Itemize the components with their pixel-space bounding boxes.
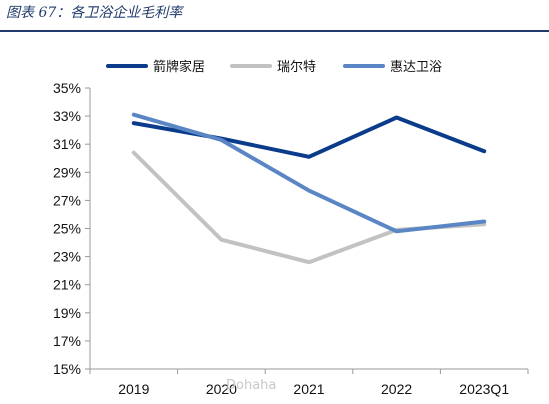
figure-title: 图表 67：各卫浴企业毛利率 xyxy=(6,5,183,21)
x-axis: 2019 2020 2021 2022 2023Q1 xyxy=(89,368,529,397)
x-tick-label: 2021 xyxy=(293,381,324,397)
y-tick-label: 15% xyxy=(53,361,81,377)
series-line-3 xyxy=(131,112,487,234)
title-divider xyxy=(0,30,549,32)
y-tick-label: 33% xyxy=(53,108,81,124)
y-tick-label: 25% xyxy=(53,221,81,237)
y-tick-label: 35% xyxy=(53,80,81,96)
legend-label: 箭牌家居 xyxy=(153,59,205,75)
chart-legend: 箭牌家居 瑞尔特 惠达卫浴 xyxy=(106,59,442,75)
watermark-text: Dohaha xyxy=(226,378,277,393)
y-tick-label: 19% xyxy=(53,305,81,321)
y-tick-label: 29% xyxy=(53,164,81,180)
y-tick-label: 21% xyxy=(53,277,81,293)
x-tick-label: 2019 xyxy=(118,381,149,397)
legend-label: 瑞尔特 xyxy=(277,60,316,75)
y-tick-label: 17% xyxy=(53,333,81,349)
series-line-1 xyxy=(131,115,487,159)
legend-label: 惠达卫浴 xyxy=(390,60,442,75)
y-tick-label: 27% xyxy=(53,192,81,208)
y-tick-label: 23% xyxy=(53,249,81,265)
series-line-2 xyxy=(131,150,487,265)
y-tick-label: 31% xyxy=(53,136,81,152)
x-tick-label: 2022 xyxy=(381,381,412,397)
x-tick-label: 2023Q1 xyxy=(459,381,509,397)
y-axis: 15% 17% 19% 21% 23% 25% 27% 29% 31% 33% 35% xyxy=(53,80,91,377)
x-tick-label: 2020 xyxy=(206,381,237,397)
plot-area xyxy=(131,112,487,265)
